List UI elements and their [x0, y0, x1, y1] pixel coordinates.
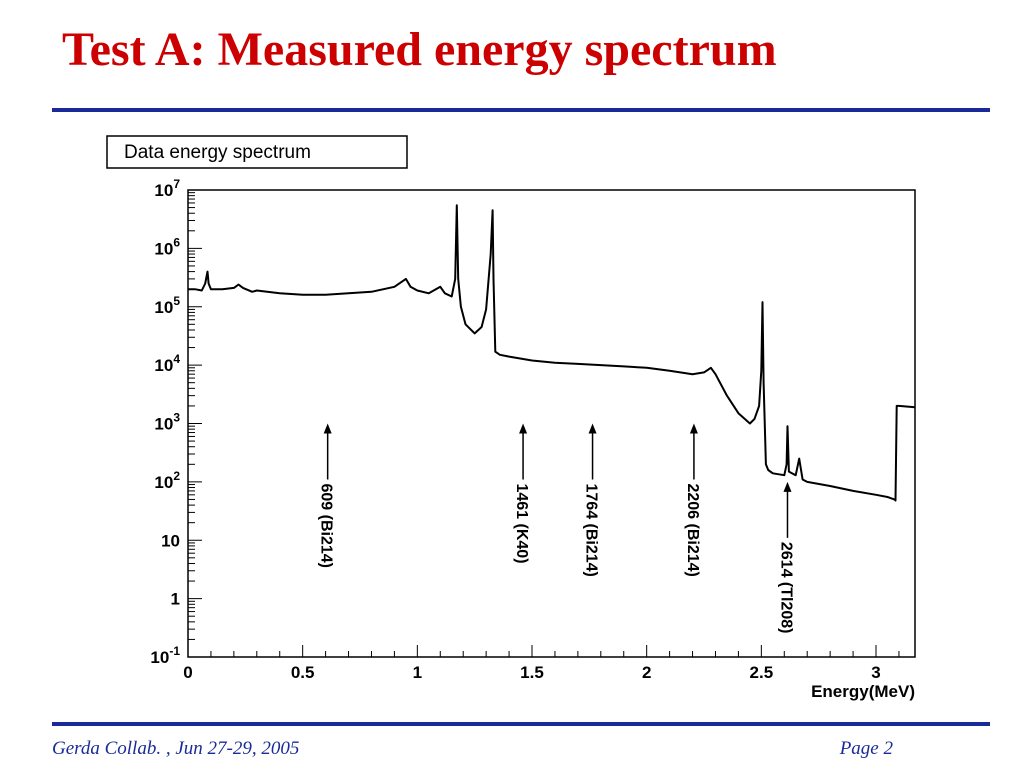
peak-annotation: 1764 (Bi214) — [583, 423, 600, 577]
arrow-head — [783, 481, 792, 492]
annotation-label: 1764 (Bi214) — [583, 484, 600, 577]
y-tick-label: 10-1 — [150, 644, 180, 667]
peak-annotation: 2206 (Bi214) — [684, 423, 701, 577]
plot-frame — [187, 189, 916, 658]
slide-title: Test A: Measured energy spectrum — [62, 23, 777, 76]
footer-divider — [52, 722, 990, 726]
arrow-head — [323, 423, 332, 434]
arrow-head — [519, 423, 528, 434]
peak-annotation: 2614 (Tl208) — [777, 481, 794, 634]
x-tick-label: 0 — [183, 663, 192, 682]
arrow-head — [588, 423, 597, 434]
x-tick-label: 2.5 — [750, 663, 774, 682]
series-layer — [188, 204, 916, 502]
x-tick-label: 1.5 — [520, 663, 544, 682]
annotation-label: 609 (Bi214) — [318, 484, 335, 569]
spectrum-line — [188, 204, 916, 502]
y-tick-label: 102 — [154, 469, 180, 492]
footer-conference: Gerda Collab. , Jun 27-29, 2005 — [52, 738, 300, 759]
arrow-head — [689, 423, 698, 434]
annotation-label: 1461 (K40) — [513, 484, 530, 564]
annotation-label: 2614 (Tl208) — [777, 542, 794, 634]
y-tick-label: 105 — [154, 294, 180, 317]
y-tick-label: 103 — [154, 411, 180, 434]
y-tick-label: 104 — [154, 352, 180, 375]
y-tick-label: 106 — [154, 235, 180, 258]
x-tick-label: 0.5 — [291, 663, 315, 682]
footer-page-number: Page 2 — [839, 738, 893, 759]
title-divider — [52, 108, 990, 112]
chart-title-box: Data energy spectrum — [106, 135, 408, 169]
peak-annotation: 609 (Bi214) — [318, 423, 335, 569]
y-tick-label: 107 — [154, 177, 180, 200]
x-axis-label: Energy(MeV) — [811, 682, 915, 701]
y-tick-label: 10 — [161, 531, 180, 550]
annotation-layer: 609 (Bi214) 1461 (K40) 1764 (Bi214) 2206 (B… — [318, 423, 794, 634]
x-tick-label: 1 — [413, 663, 422, 682]
peak-annotation: 1461 (K40) — [513, 423, 530, 564]
chart-title: Data energy spectrum — [124, 142, 311, 163]
annotation-label: 2206 (Bi214) — [684, 484, 701, 577]
x-axis: 0 0.5 1 1.5 2 2.5 3 — [183, 645, 900, 682]
x-tick-label: 2 — [642, 663, 651, 682]
x-tick-label: 3 — [871, 663, 880, 682]
y-tick-label: 1 — [171, 590, 180, 609]
